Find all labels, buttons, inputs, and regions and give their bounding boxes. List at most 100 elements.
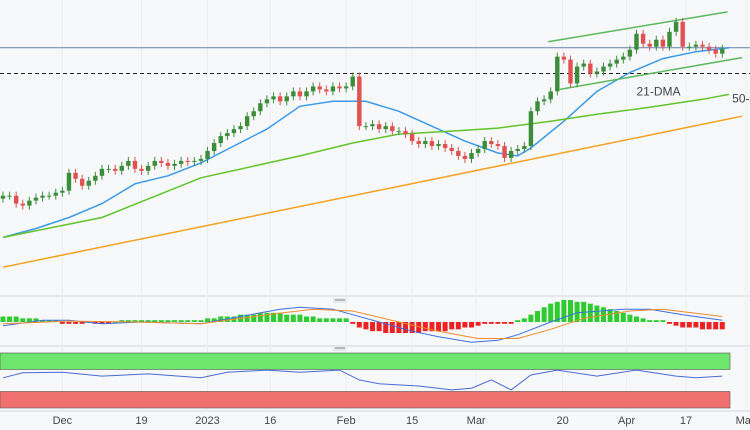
histogram-bar	[59, 322, 65, 324]
panel-grip[interactable]	[333, 346, 347, 351]
candle-body	[535, 101, 540, 112]
histogram-bar	[158, 320, 164, 322]
candle-body	[53, 192, 58, 196]
histogram-bar	[666, 322, 672, 324]
x-tick-label: Feb	[337, 415, 356, 427]
histogram-bar	[574, 301, 580, 322]
candle-body	[581, 63, 586, 67]
candle-body	[284, 96, 289, 102]
histogram-bar	[429, 322, 435, 332]
candle-body	[304, 91, 309, 97]
histogram-bar	[185, 320, 191, 322]
x-tick-label: 15	[406, 415, 418, 427]
histogram-bar	[304, 316, 310, 322]
histogram-bar	[495, 322, 501, 324]
histogram-bar	[139, 320, 145, 322]
x-tick-label: Mar	[467, 415, 486, 427]
candle-body	[429, 141, 435, 147]
histogram-bar	[7, 316, 13, 322]
candle-body	[7, 195, 12, 197]
candle-body	[357, 76, 362, 127]
histogram-bar	[376, 322, 382, 332]
histogram-bar	[112, 322, 118, 323]
candle-body	[700, 44, 705, 47]
histogram-bar	[218, 316, 224, 322]
candle-body	[251, 111, 256, 117]
macd-line	[2, 306, 723, 343]
candle-body	[601, 66, 606, 72]
histogram-bar	[502, 322, 508, 324]
candle-body	[244, 116, 250, 127]
histogram-bar	[178, 320, 184, 322]
histogram-bar	[409, 322, 415, 333]
histogram-bar	[66, 322, 72, 324]
candle-body	[27, 200, 32, 206]
candle-body	[588, 63, 593, 74]
histogram-bar	[79, 322, 85, 324]
line-label: 21-DMA	[636, 85, 680, 99]
candle-body	[640, 33, 646, 44]
histogram-bar	[310, 316, 316, 322]
histogram-bar	[290, 314, 296, 322]
rsi-zone	[0, 391, 731, 409]
histogram-bar	[528, 314, 534, 322]
candle-body	[462, 155, 468, 159]
histogram-bar	[356, 322, 362, 328]
moving-average	[2, 93, 730, 239]
moving-average	[2, 46, 729, 239]
candle-body	[561, 56, 567, 60]
candle-body	[225, 133, 230, 137]
moving-average	[2, 115, 743, 268]
histogram-bar	[317, 318, 323, 322]
rsi-zone	[0, 352, 731, 370]
candle-body	[198, 158, 204, 161]
histogram-bar	[706, 322, 712, 330]
candle-body	[370, 124, 375, 127]
candle-body	[680, 21, 685, 47]
candle-body	[297, 91, 303, 97]
candle-body	[436, 144, 441, 147]
candle-body	[60, 190, 65, 193]
histogram-bar	[363, 322, 369, 330]
candle-body	[390, 126, 395, 132]
histogram-bar	[191, 320, 197, 322]
histogram-bar	[198, 320, 204, 322]
histogram-bar	[370, 322, 376, 332]
candle-body	[231, 129, 237, 134]
candle-body	[383, 126, 388, 130]
candle-body	[66, 172, 72, 191]
histogram-bar	[343, 318, 349, 322]
candle-body	[713, 49, 718, 54]
channel-line	[547, 11, 728, 43]
candle-body	[416, 141, 421, 145]
histogram-bar	[205, 318, 211, 322]
histogram-bar	[693, 322, 699, 328]
candle-body	[172, 163, 177, 166]
candle-body	[568, 59, 573, 84]
candle-body	[489, 141, 494, 145]
candle-body	[112, 168, 118, 171]
histogram-bar	[521, 318, 527, 322]
candle-body	[541, 99, 547, 102]
histogram-bar	[106, 322, 112, 324]
histogram-bar	[680, 322, 686, 328]
channel-line	[559, 56, 743, 91]
histogram-bar	[508, 322, 514, 324]
candle-body	[258, 103, 263, 112]
histogram-bar	[271, 312, 277, 322]
candle-body	[159, 160, 164, 163]
candle-body	[192, 160, 197, 162]
histogram-bar	[455, 322, 461, 330]
histogram-bar	[119, 320, 125, 322]
histogram-bar	[554, 301, 560, 322]
x-tick-label: 17	[680, 415, 692, 427]
candle-body	[277, 96, 283, 102]
histogram-bar	[587, 303, 593, 322]
histogram-bar	[647, 320, 653, 322]
histogram-bar	[211, 318, 217, 322]
histogram-bar	[640, 318, 646, 322]
panel-grip[interactable]	[333, 298, 347, 303]
histogram-bar	[449, 322, 455, 330]
candle-body	[508, 150, 514, 158]
